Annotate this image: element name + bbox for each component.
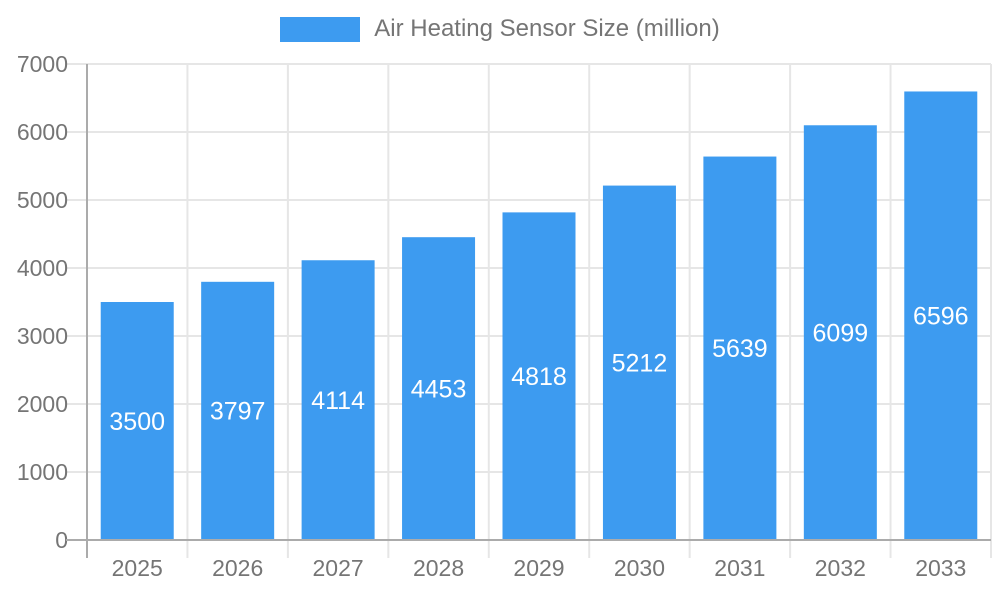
bar-value-label: 6099: [813, 319, 869, 347]
chart-legend[interactable]: Air Heating Sensor Size (million): [0, 14, 1000, 44]
bar: [100, 302, 174, 540]
x-tick-label: 2028: [413, 555, 464, 581]
bar: [602, 185, 676, 541]
y-tick-label: 1000: [17, 459, 68, 485]
bar: [402, 237, 476, 541]
y-tick-label: 0: [55, 527, 68, 553]
bar: [803, 125, 877, 540]
bar-value-label: 3500: [109, 408, 165, 436]
y-tick-label: 2000: [17, 391, 68, 417]
bar: [201, 281, 275, 540]
bar: [502, 212, 576, 540]
x-tick-label: 2031: [714, 555, 765, 581]
bar-value-label: 6596: [913, 302, 969, 330]
y-tick-label: 7000: [17, 51, 68, 77]
bar-value-label: 4818: [511, 363, 567, 391]
bar: [904, 91, 978, 541]
x-tick-label: 2029: [513, 555, 564, 581]
bar-value-label: 4114: [311, 387, 365, 415]
bar-value-label: 5639: [712, 335, 768, 363]
y-tick-label: 5000: [17, 187, 68, 213]
x-tick-label: 2032: [815, 555, 866, 581]
bar-value-label: 5212: [612, 350, 668, 378]
bar: [703, 156, 777, 540]
bar-value-label: 3797: [210, 398, 266, 426]
bar-value-label: 4453: [411, 375, 467, 403]
x-tick-label: 2030: [614, 555, 665, 581]
legend-label: Air Heating Sensor Size (million): [374, 15, 720, 42]
legend-swatch-icon: [280, 16, 361, 42]
x-tick-label: 2025: [112, 555, 163, 581]
y-tick-label: 4000: [17, 255, 68, 281]
y-tick-label: 3000: [17, 323, 68, 349]
x-tick-label: 2033: [915, 555, 966, 581]
x-tick-label: 2027: [313, 555, 364, 581]
x-tick-label: 2026: [212, 555, 263, 581]
bar: [301, 260, 375, 540]
y-tick-label: 6000: [17, 119, 68, 145]
